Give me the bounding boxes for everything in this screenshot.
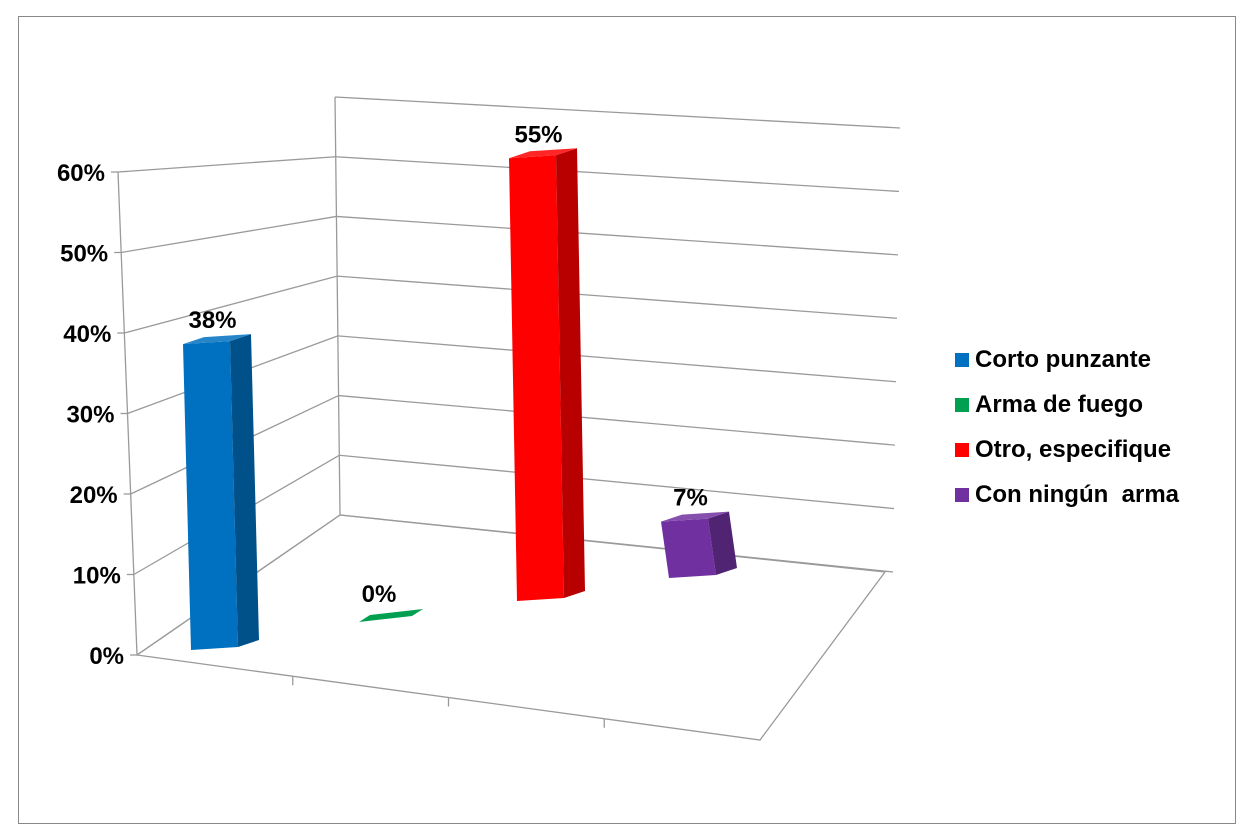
bar-front-1 bbox=[183, 341, 238, 650]
bar-top-1 bbox=[183, 334, 251, 345]
gridline-back bbox=[337, 335, 897, 383]
data-label-3: 55% bbox=[514, 121, 562, 148]
floor bbox=[135, 514, 887, 741]
legend-label: Corto punzante bbox=[975, 345, 1151, 373]
bar-side-4 bbox=[708, 511, 737, 575]
y-tick-label: 10% bbox=[73, 563, 121, 590]
legend-item-otro-especifique: Otro, especifique bbox=[955, 427, 1179, 472]
gridline-back bbox=[335, 156, 900, 193]
bar-top-3 bbox=[509, 148, 577, 159]
y-tick-label: 50% bbox=[60, 241, 108, 268]
y-tick-label: 0% bbox=[89, 643, 124, 670]
gridline-back bbox=[337, 275, 898, 319]
legend-item-arma-de-fuego: Arma de fuego bbox=[955, 382, 1179, 427]
legend-swatch bbox=[955, 397, 969, 412]
back-wall-edge bbox=[334, 96, 341, 516]
gridline-side bbox=[117, 156, 336, 173]
legend-swatch bbox=[955, 352, 969, 367]
gridline-back bbox=[338, 394, 896, 446]
y-tick-label: 20% bbox=[70, 482, 118, 509]
data-labels: 38% 0% 55% 7% bbox=[188, 121, 707, 608]
gridline-side bbox=[124, 275, 338, 334]
data-label-2: 0% bbox=[362, 581, 397, 608]
bar-top-2 bbox=[359, 609, 423, 622]
legend-label: Con ningún arma bbox=[975, 480, 1179, 508]
legend-label: Arma de fuego bbox=[975, 390, 1144, 418]
bar-top-4 bbox=[661, 511, 729, 522]
gridline-back bbox=[336, 215, 899, 256]
y-tick-label: 30% bbox=[66, 402, 114, 429]
bar-front-3 bbox=[509, 155, 564, 601]
data-label-1: 38% bbox=[188, 307, 236, 334]
legend: Corto punzante Arma de fuego Otro, espec… bbox=[955, 337, 1179, 517]
y-tick-label: 60% bbox=[57, 160, 105, 187]
bars bbox=[183, 148, 737, 650]
gridlines bbox=[117, 96, 901, 656]
legend-item-corto-punzante: Corto punzante bbox=[955, 337, 1179, 382]
gridline-back bbox=[339, 454, 895, 510]
y-tick-label: 40% bbox=[63, 321, 111, 348]
legend-item-con-ningun-arma: Con ningún arma bbox=[955, 472, 1179, 517]
bar-front-4 bbox=[661, 518, 716, 578]
legend-swatch bbox=[955, 442, 969, 457]
gridline-side bbox=[121, 215, 337, 254]
axes: 0% 10% 20% 30% 40% 50% 60% bbox=[57, 96, 887, 741]
legend-swatch bbox=[955, 487, 969, 502]
bar-side-3 bbox=[556, 148, 585, 598]
data-label-4: 7% bbox=[673, 485, 708, 512]
bar-side-1 bbox=[230, 334, 259, 647]
gridline-back bbox=[334, 96, 901, 129]
legend-label: Otro, especifique bbox=[975, 435, 1172, 463]
